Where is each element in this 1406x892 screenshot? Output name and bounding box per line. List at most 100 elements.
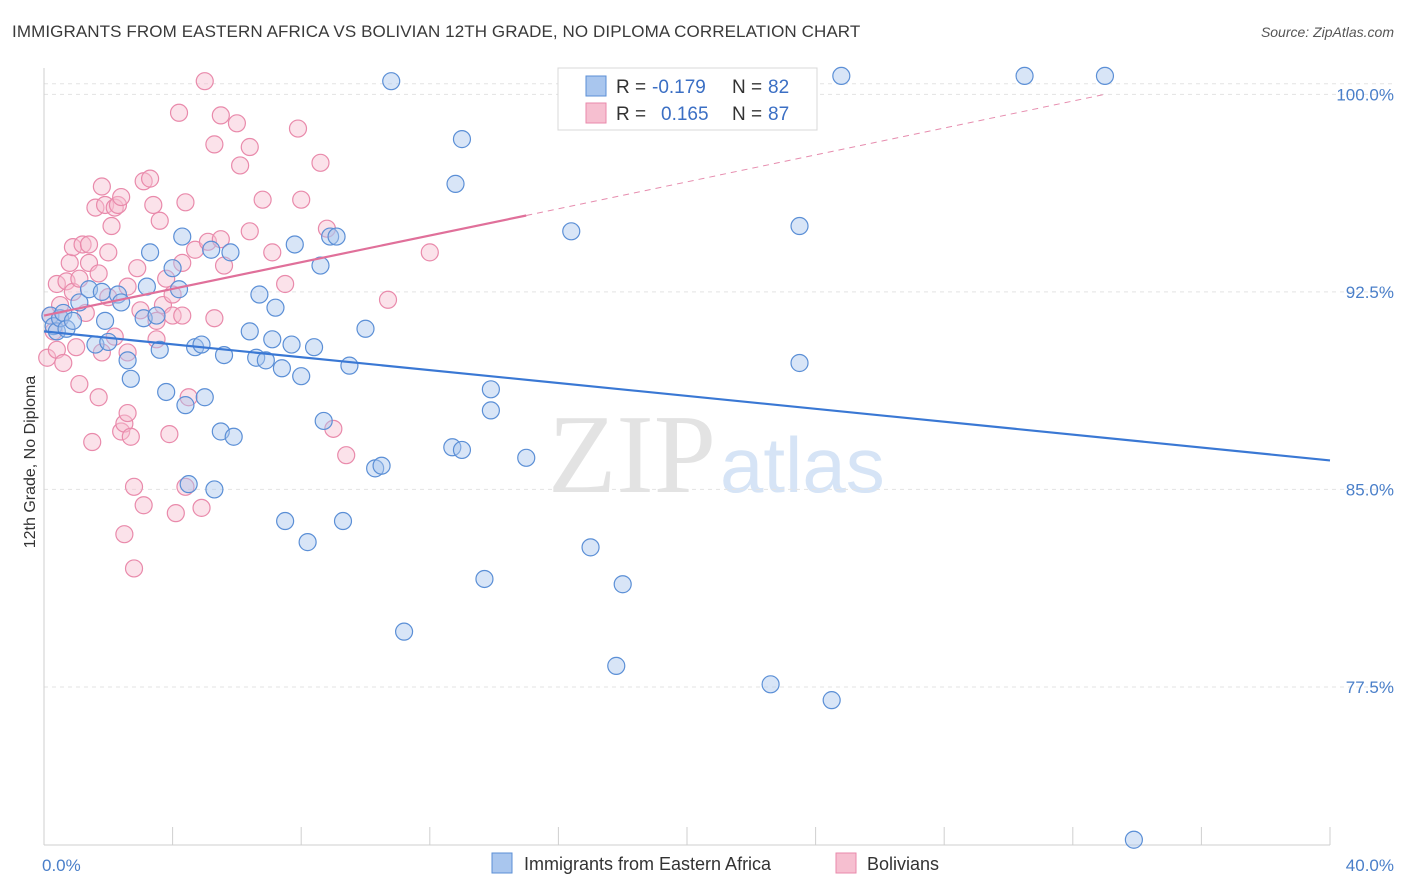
eastern-africa-point [99,332,118,352]
bolivians-point [92,177,111,196]
bolivians-point [112,187,131,207]
eastern-africa-point [147,306,166,325]
eastern-africa-point [121,369,140,388]
eastern-africa-point [1124,830,1143,849]
eastern-africa-point [263,330,282,349]
bolivians-point [311,153,330,172]
bolivians-point [227,114,246,133]
eastern-africa-point [613,575,632,594]
chart-title: IMMIGRANTS FROM EASTERN AFRICA VS BOLIVI… [12,22,861,41]
bolivians-point [276,274,295,294]
eastern-africa-point [92,282,111,301]
chart-source: Source: ZipAtlas.com [1260,24,1394,40]
eastern-africa-point [266,298,285,317]
eastern-africa-point [475,569,494,589]
bolivians-point [420,243,439,262]
bolivians-point [54,353,73,373]
eastern-africa-point [179,475,198,494]
y-tick-label: 100.0% [1336,85,1394,104]
bolivians-point [169,103,189,122]
y-tick-labels: 77.5% 85.0% 92.5% 100.0% [1336,85,1394,697]
bolivians-point [292,190,311,209]
y-tick-label: 92.5% [1346,283,1394,302]
bolivians-point [150,211,169,230]
gridlines [44,83,1394,688]
eastern-africa-point [173,227,192,246]
bolivians-point [134,496,153,515]
axes [43,68,1331,846]
eastern-africa-point [394,622,414,641]
bolivians-point [89,388,108,407]
eastern-africa-points [41,66,1143,849]
eastern-africa-point [202,240,221,259]
bolivians-point [124,559,144,578]
bolivians-point [163,306,182,325]
bolivians-point [205,135,224,154]
legend-n-value-pink: 87 [768,104,789,125]
bolivians-point [99,243,118,262]
eastern-africa-point [224,427,243,446]
eastern-africa-point [157,382,176,402]
eastern-africa-point [822,691,841,710]
bolivians-point [160,425,179,444]
eastern-africa-point [304,338,324,357]
eastern-africa-point [250,285,269,304]
eastern-africa-point [452,130,472,149]
bolivians-point [102,216,121,236]
legend-n-value-blue: 82 [768,77,789,98]
eastern-africa-point [195,388,214,407]
bolivians-point [173,253,192,273]
eastern-africa-point [95,311,115,330]
eastern-africa-point [1095,66,1115,86]
eastern-africa-point [562,222,581,241]
bolivians-point [263,243,282,262]
bolivians-point [173,306,192,325]
eastern-africa-point [256,351,275,370]
correlation-legend: R = -0.179 N = 82 R = 0.165 N = 87 [557,67,818,131]
legend-n-label-blue: N = [732,77,762,98]
bottom-legend-label-blue: Immigrants from Eastern Africa [524,854,772,874]
bolivians-point [192,498,211,517]
bolivians-point [205,309,224,328]
bolivians-point [83,432,102,452]
bottom-legend-swatch-pink [835,852,857,874]
eastern-africa-point [1015,66,1034,86]
bolivians-point [231,156,250,175]
bolivians-point [211,106,230,125]
eastern-africa-point [63,311,83,330]
eastern-africa-point [581,538,600,557]
eastern-africa-point [452,440,472,460]
eastern-africa-point [311,256,330,275]
eastern-africa-point [327,227,346,246]
legend-r-label-blue: R = [616,77,646,98]
bolivians-point [79,235,99,254]
eastern-africa-point [272,359,292,378]
y-tick-label: 77.5% [1346,678,1394,697]
eastern-africa-point [282,335,301,354]
bolivians-point [288,119,308,138]
bolivians-point [121,427,140,446]
watermark-atlas: atlas [720,421,885,509]
bolivians-point [124,477,144,496]
bolivians-point [253,190,272,209]
eastern-africa-point [790,353,809,373]
eastern-africa-point [314,411,333,431]
eastern-africa-point [382,72,401,91]
eastern-africa-point [118,351,137,370]
eastern-africa-point [221,243,240,262]
series-legend: Immigrants from Eastern Africa Bolivians [491,852,939,874]
bolivians-point [378,290,398,309]
eastern-africa-point [832,66,851,86]
eastern-africa-point [205,480,224,499]
watermark-zip: ZIP [548,393,716,517]
eastern-africa-point [321,227,340,246]
bolivians-point [240,222,259,241]
legend-swatch-pink [585,102,607,124]
eastern-africa-point [372,456,391,475]
bolivians-point [157,269,176,288]
bolivians-point [89,264,108,283]
eastern-africa-point [192,335,211,354]
bolivians-point [240,137,259,157]
x-tick-label-min: 0.0% [42,856,81,875]
